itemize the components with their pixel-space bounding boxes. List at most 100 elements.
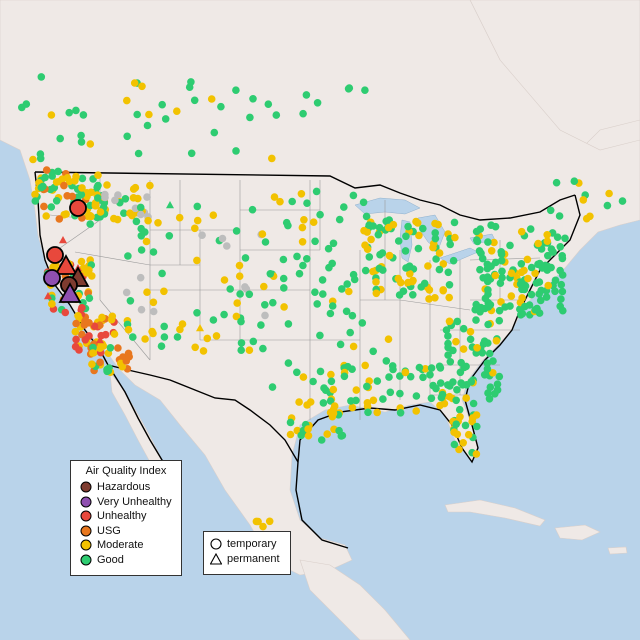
station-marker-featured bbox=[69, 199, 87, 217]
station-marker bbox=[349, 191, 358, 200]
station-marker bbox=[217, 102, 225, 111]
station-marker bbox=[246, 113, 254, 122]
station-marker bbox=[193, 256, 201, 265]
station-marker bbox=[96, 344, 104, 353]
station-marker bbox=[276, 197, 284, 206]
station-marker bbox=[223, 242, 231, 250]
station-marker-featured bbox=[54, 254, 78, 275]
station-marker bbox=[527, 263, 536, 272]
station-marker bbox=[412, 392, 421, 400]
station-marker bbox=[47, 111, 56, 119]
station-marker bbox=[348, 403, 357, 412]
station-marker bbox=[237, 346, 245, 355]
legend-item-hazardous: Hazardous bbox=[77, 480, 175, 495]
station-marker bbox=[173, 107, 181, 115]
station-marker bbox=[173, 333, 182, 341]
usg-circle-icon bbox=[80, 525, 92, 537]
station-marker bbox=[363, 402, 372, 411]
station-marker bbox=[485, 349, 494, 358]
station-marker bbox=[328, 302, 337, 310]
station-marker bbox=[312, 187, 321, 196]
station-marker bbox=[303, 254, 311, 263]
station-marker bbox=[495, 316, 504, 325]
station-marker bbox=[401, 368, 410, 377]
station-marker bbox=[389, 365, 397, 374]
station-marker bbox=[103, 181, 111, 189]
station-marker bbox=[492, 337, 501, 345]
station-marker bbox=[191, 343, 199, 352]
station-marker bbox=[532, 279, 541, 287]
hazardous-circle-icon bbox=[80, 481, 92, 493]
station-marker bbox=[484, 389, 492, 397]
station-marker bbox=[459, 324, 468, 333]
station-marker bbox=[185, 83, 194, 91]
station-marker bbox=[425, 286, 434, 294]
station-marker bbox=[498, 267, 506, 276]
station-marker bbox=[29, 155, 37, 164]
station-marker bbox=[299, 373, 308, 381]
station-marker bbox=[94, 181, 102, 190]
station-marker bbox=[483, 365, 492, 373]
station-marker bbox=[258, 230, 267, 238]
station-marker bbox=[603, 201, 612, 210]
station-marker bbox=[41, 173, 49, 182]
station-marker bbox=[373, 408, 382, 417]
station-marker bbox=[42, 166, 51, 174]
station-marker bbox=[336, 340, 345, 349]
station-marker bbox=[543, 231, 551, 239]
station-marker-featured bbox=[43, 269, 61, 287]
hispaniola-land bbox=[554, 524, 601, 541]
station-marker bbox=[137, 246, 146, 254]
station-marker bbox=[299, 261, 307, 270]
station-marker bbox=[374, 230, 383, 239]
station-marker bbox=[141, 228, 149, 236]
station-marker bbox=[304, 425, 312, 433]
station-marker bbox=[426, 371, 434, 379]
station-marker bbox=[261, 238, 270, 246]
station-marker bbox=[121, 195, 130, 203]
station-marker bbox=[193, 202, 202, 211]
station-marker bbox=[54, 167, 62, 176]
station-marker bbox=[534, 239, 542, 248]
station-marker bbox=[445, 281, 454, 289]
station-marker bbox=[385, 373, 393, 381]
station-marker bbox=[335, 215, 344, 224]
station-marker bbox=[481, 294, 490, 303]
station-marker bbox=[362, 212, 371, 221]
station-marker bbox=[77, 190, 86, 199]
station-marker bbox=[427, 394, 436, 403]
station-marker bbox=[132, 217, 141, 226]
station-marker bbox=[533, 304, 541, 313]
legend-label-usg: USG bbox=[97, 524, 121, 537]
station-marker bbox=[396, 389, 404, 398]
legend-label-good: Good bbox=[97, 553, 124, 566]
station-marker bbox=[386, 388, 395, 397]
station-marker bbox=[462, 362, 470, 371]
station-marker bbox=[288, 197, 297, 206]
station-marker bbox=[78, 304, 86, 312]
station-marker bbox=[241, 283, 249, 291]
station-marker bbox=[327, 370, 335, 379]
station-marker bbox=[526, 225, 535, 233]
station-marker bbox=[318, 276, 327, 284]
station-marker-featured bbox=[46, 246, 64, 264]
legend-item-permanent: permanent bbox=[210, 552, 284, 567]
station-marker bbox=[491, 222, 500, 231]
station-marker bbox=[456, 413, 464, 421]
station-marker bbox=[241, 254, 250, 262]
station-marker bbox=[48, 172, 56, 180]
station-marker bbox=[372, 278, 380, 286]
station-marker bbox=[85, 266, 93, 274]
station-marker bbox=[111, 196, 119, 205]
station-marker bbox=[489, 369, 497, 377]
station-marker bbox=[298, 223, 307, 232]
station-marker bbox=[446, 358, 455, 366]
station-marker bbox=[444, 343, 452, 352]
station-marker bbox=[60, 181, 68, 190]
station-marker bbox=[297, 431, 306, 440]
station-marker bbox=[452, 337, 460, 346]
station-marker bbox=[479, 274, 488, 282]
station-marker bbox=[471, 305, 480, 314]
station-marker bbox=[450, 440, 459, 449]
station-marker bbox=[143, 193, 151, 201]
